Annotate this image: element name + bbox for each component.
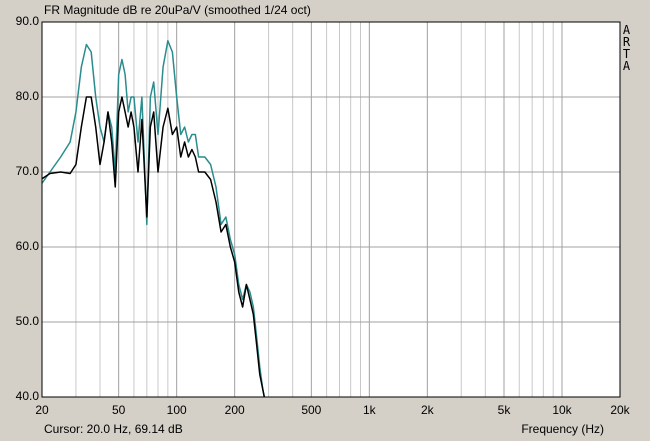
plot-area — [42, 22, 620, 397]
x-tick-label: 50 — [112, 403, 126, 417]
y-tick-label: 50.0 — [16, 314, 40, 328]
y-tick-label: 90.0 — [16, 14, 40, 28]
x-tick-label: 200 — [225, 403, 245, 417]
series-line — [42, 40, 266, 397]
x-tick-label: 2k — [421, 403, 435, 417]
x-tick-label: 20 — [35, 403, 49, 417]
plot-frame — [41, 21, 621, 398]
chart-title: FR Magnitude dB re 20uPa/V (smoothed 1/2… — [44, 3, 311, 17]
y-tick-label: 60.0 — [16, 239, 40, 253]
x-tick-label: 500 — [301, 403, 321, 417]
lines — [42, 40, 266, 397]
series-line — [42, 96, 266, 397]
x-tick-label: 5k — [498, 403, 512, 417]
y-tick-label: 80.0 — [16, 89, 40, 103]
y-tick-label: 70.0 — [16, 164, 40, 178]
cursor-readout: Cursor: 20.0 Hz, 69.14 dB — [44, 422, 183, 436]
x-tick-label: 10k — [552, 403, 572, 417]
x-axis-label: Frequency (Hz) — [521, 422, 604, 436]
x-tick-label: 20k — [610, 403, 630, 417]
x-tick-label: 1k — [363, 403, 377, 417]
watermark: ARTA — [622, 23, 631, 73]
x-tick-label: 100 — [167, 403, 187, 417]
y-tick-label: 40.0 — [16, 389, 40, 403]
